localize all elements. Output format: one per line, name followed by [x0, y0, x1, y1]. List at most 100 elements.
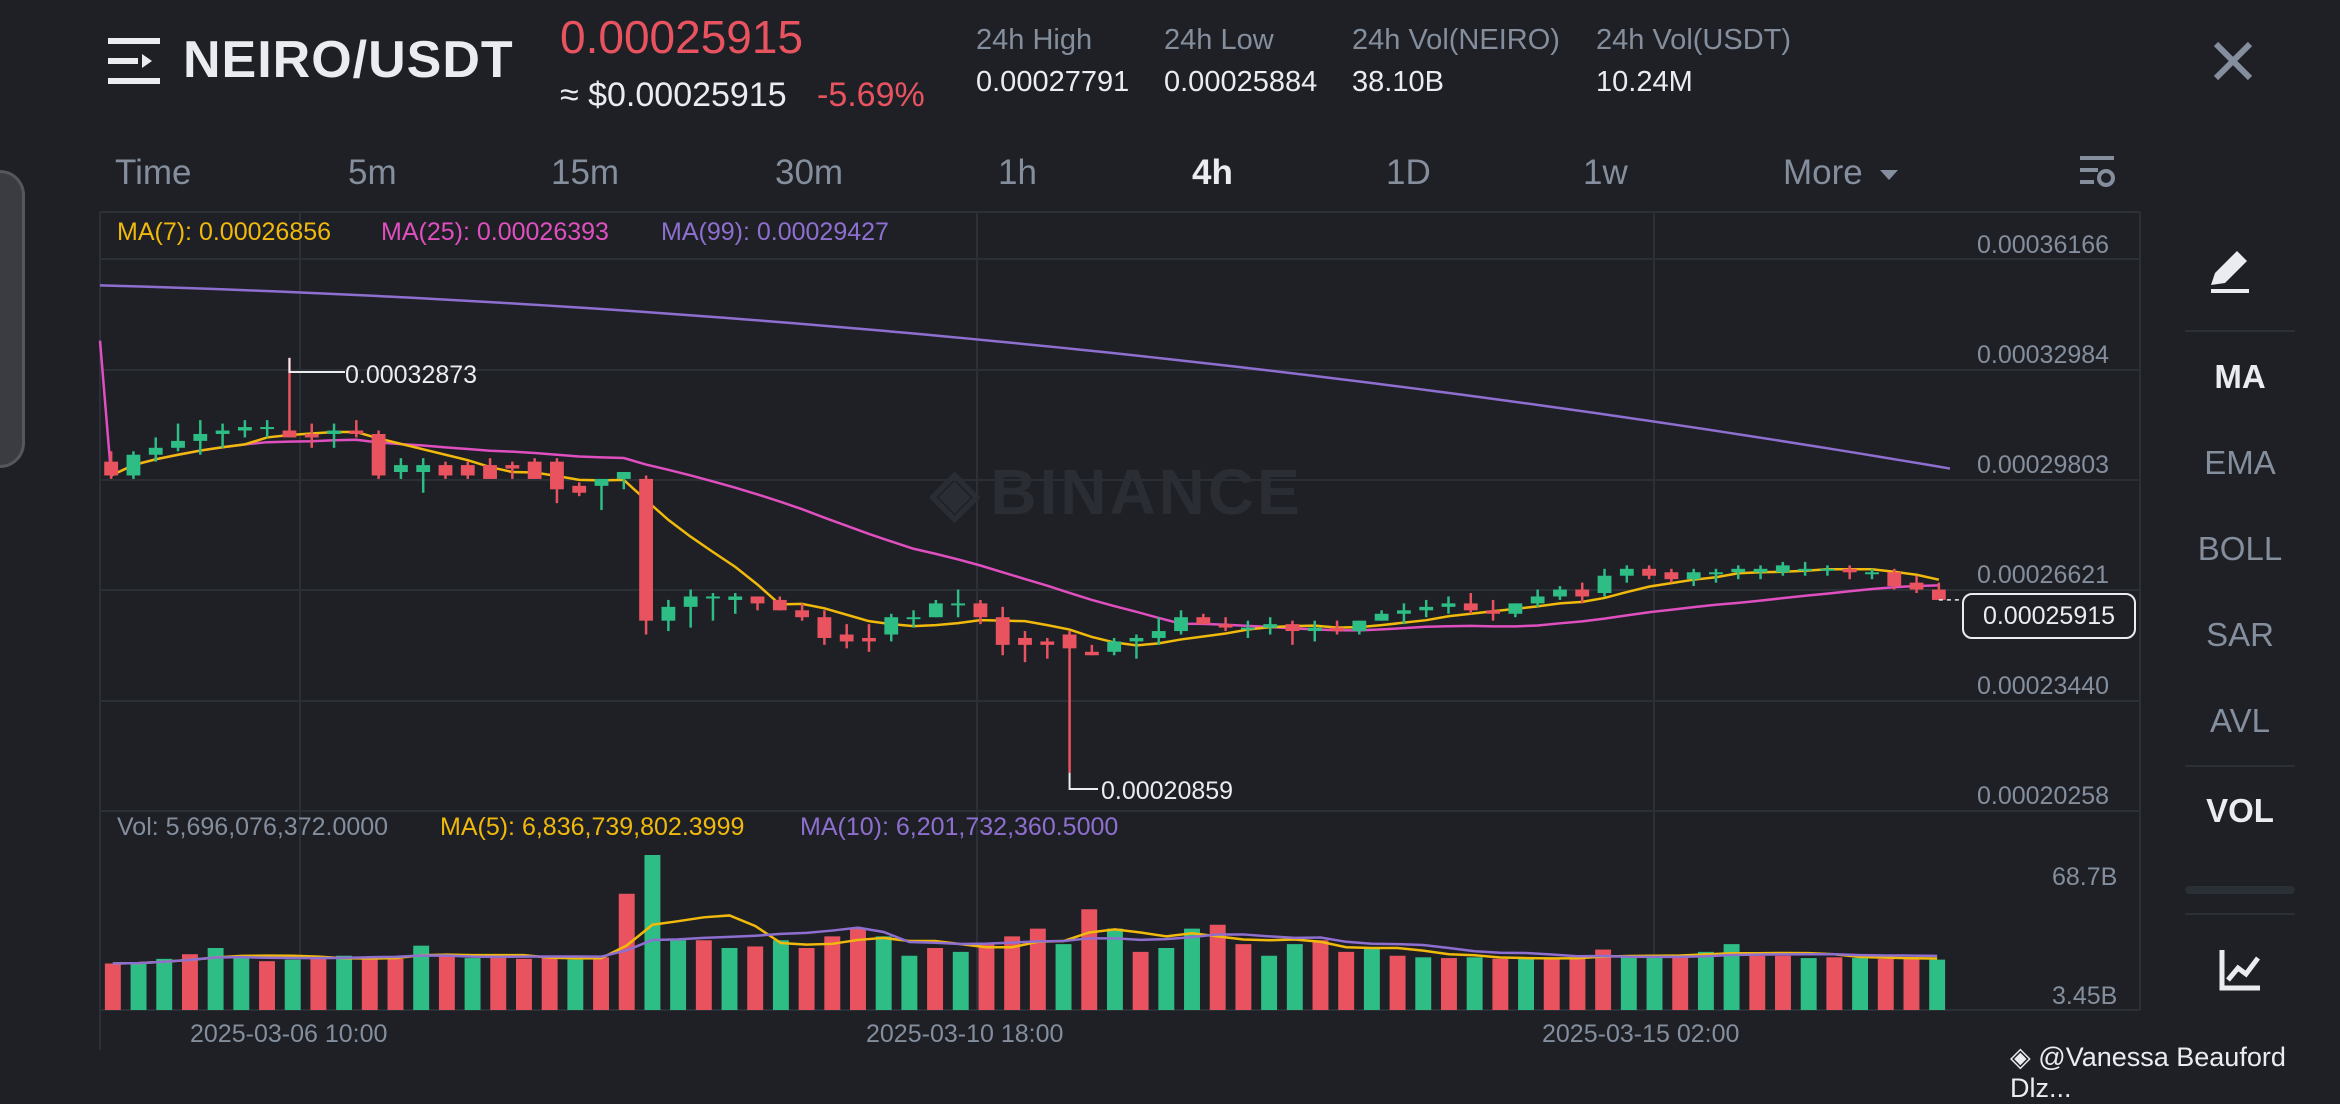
volume-bar: [953, 952, 969, 1010]
volume-bar: [1441, 958, 1457, 1010]
volume-bar: [490, 957, 506, 1010]
candle-body: [349, 431, 363, 434]
volume-bar: [1518, 959, 1534, 1010]
volume-bar: [1878, 959, 1894, 1010]
ma7-legend: MA(7): 0.00026856: [117, 218, 331, 247]
candle-body: [1375, 614, 1389, 621]
candle-body: [1709, 572, 1723, 574]
candle-body: [216, 431, 230, 434]
volume-bar: [1390, 956, 1406, 1010]
candle-body: [1286, 624, 1300, 631]
tool-boll[interactable]: BOLL: [2180, 530, 2300, 568]
volume-bar: [1749, 956, 1765, 1010]
candle-body: [505, 465, 519, 468]
date-label: 2025-03-15 02:00: [1542, 1020, 1739, 1049]
candle-body: [439, 465, 453, 475]
credit-label: ◈ @Vanessa Beauford Dlz...: [2010, 1042, 2340, 1104]
tool-sar[interactable]: SAR: [2180, 616, 2300, 654]
volume-bar: [1929, 960, 1945, 1010]
candle-body: [1486, 610, 1500, 613]
candle-body: [1865, 572, 1879, 574]
volume-bar: [1698, 952, 1714, 1010]
watermark-text: BINANCE: [990, 456, 1303, 528]
candle-body: [862, 638, 876, 641]
candle-body: [1887, 572, 1901, 586]
tool-ema[interactable]: EMA: [2180, 444, 2300, 482]
volume-bar: [1852, 958, 1868, 1010]
volume-bar: [1826, 957, 1842, 1010]
candle-body: [1464, 603, 1478, 610]
kline-chart[interactable]: [0, 0, 2340, 1080]
volume-bar: [644, 855, 660, 1010]
candle-body: [840, 635, 854, 642]
volume-bar: [542, 958, 558, 1010]
candle-body: [1196, 617, 1210, 624]
candle-body: [483, 465, 497, 479]
indicator-chart-icon[interactable]: [2218, 946, 2264, 997]
tool-avl[interactable]: AVL: [2180, 702, 2300, 740]
candle-body: [773, 600, 787, 610]
candle-body: [1798, 569, 1812, 571]
candle-body: [728, 596, 742, 599]
volume-bar: [1569, 957, 1585, 1010]
candle-body: [1821, 569, 1835, 571]
volume-bar: [1158, 948, 1174, 1010]
volume-bar: [1903, 959, 1919, 1010]
price-axis-label: 0.00029803: [1977, 451, 2109, 480]
candle-body: [171, 441, 185, 448]
candle-body: [951, 603, 965, 605]
volume-bar: [773, 940, 789, 1010]
volume-bar: [1287, 944, 1303, 1010]
candle-body: [1731, 569, 1745, 572]
candle-body: [751, 596, 765, 603]
volume-bar: [901, 956, 917, 1010]
volume-bar: [670, 940, 686, 1010]
candle-body: [305, 434, 319, 437]
low-marker-label: 0.00020859: [1101, 777, 1233, 806]
volume-bar: [824, 936, 840, 1010]
candle-body: [684, 596, 698, 606]
candle-body: [1553, 590, 1567, 597]
volume-bar: [799, 948, 815, 1010]
volume-bar: [1338, 952, 1354, 1010]
candle-body: [1040, 641, 1054, 644]
credit-text: @Vanessa Beauford Dlz...: [2010, 1042, 2286, 1103]
volume-bar: [978, 944, 994, 1010]
candle-body: [795, 610, 809, 617]
candle-body: [1085, 652, 1099, 655]
candle-body: [372, 434, 386, 475]
candle-body: [1531, 596, 1545, 603]
tool-list-scroll-hint[interactable]: [2185, 880, 2295, 900]
candle-body: [1664, 572, 1678, 579]
vol-legend: Vol: 5,696,076,372.0000: [117, 813, 388, 842]
candle-body: [260, 427, 274, 429]
candle-body: [1687, 572, 1701, 579]
candle-body: [1419, 607, 1433, 610]
candle-body: [149, 448, 163, 455]
candle-body: [595, 479, 609, 486]
date-label: 2025-03-06 10:00: [190, 1020, 387, 1049]
tool-ma[interactable]: MA: [2180, 358, 2300, 396]
tool-vol[interactable]: VOL: [2180, 792, 2300, 830]
date-label: 2025-03-10 18:00: [866, 1020, 1063, 1049]
candle-body: [1575, 590, 1589, 597]
current-price-tag: 0.00025915: [1962, 593, 2136, 639]
draw-pencil-icon[interactable]: [2205, 245, 2255, 300]
candle-body: [528, 462, 542, 479]
volume-bar: [1775, 956, 1791, 1010]
candle-body: [1352, 621, 1366, 631]
volume-bar: [1415, 957, 1431, 1010]
ma99-legend: MA(99): 0.00029427: [661, 218, 889, 247]
volume-bar: [1364, 948, 1380, 1010]
candle-body: [907, 617, 921, 619]
volume-bar: [1261, 956, 1277, 1010]
candle-body: [1308, 628, 1322, 631]
candle-body: [929, 603, 943, 617]
price-axis-label: 0.00023440: [1977, 672, 2109, 701]
volume-ma-lines: [113, 915, 1937, 963]
binance-diamond-icon: ◈: [2010, 1042, 2031, 1072]
vol-ma10-legend: MA(10): 6,201,732,360.5000: [800, 813, 1118, 842]
volume-bar: [1801, 958, 1817, 1010]
candle-body: [461, 465, 475, 475]
candle-body: [617, 472, 631, 479]
